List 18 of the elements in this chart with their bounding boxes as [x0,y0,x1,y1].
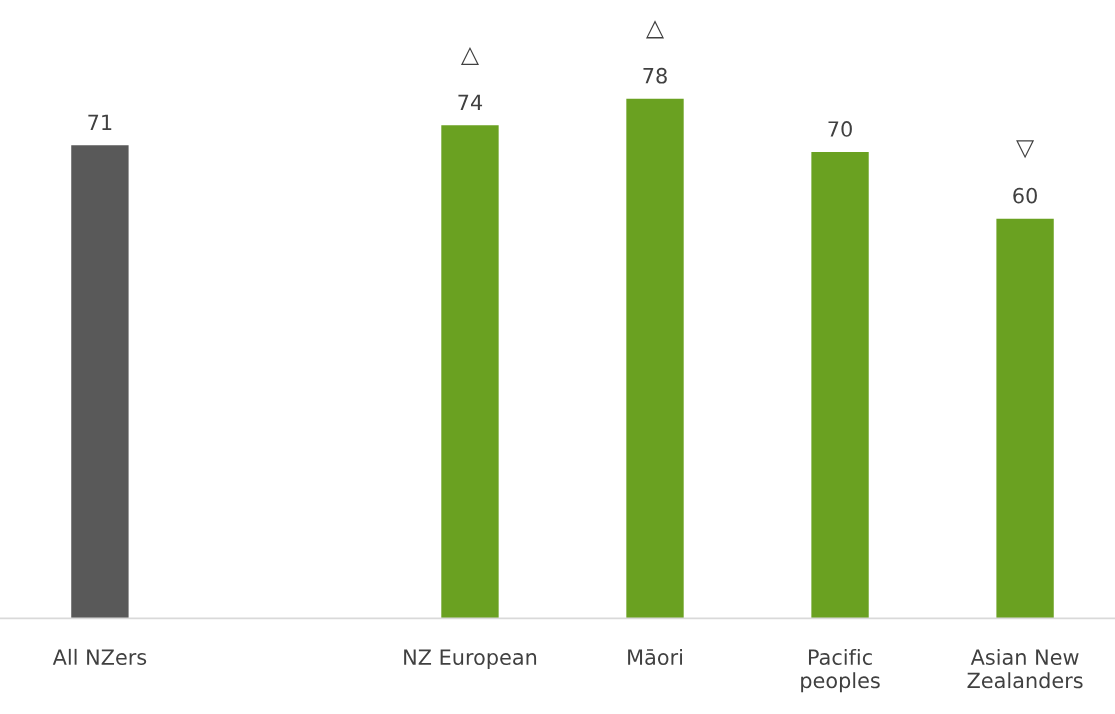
x-tick-label: Asian New Zealanders [967,648,1083,689]
annotation: ▽ [1016,140,1035,159]
annotation: △ [646,20,665,39]
data-label: 78 [643,67,667,84]
data-label: 71 [88,114,112,130]
x-tick-label: Pacific peoples [801,648,880,693]
bar [441,125,499,619]
bar [71,145,129,619]
annotation: △ [460,46,479,66]
bar [811,152,869,619]
bar [996,218,1054,619]
bar [626,98,684,619]
data-label: 74 [458,94,483,110]
x-tick-label: NZ European [404,649,537,670]
x-tick-label: All NZers [52,648,147,666]
data-label: 70 [828,121,852,137]
data-label: 60 [1013,187,1037,204]
x-tick-label: Māori [628,648,682,666]
